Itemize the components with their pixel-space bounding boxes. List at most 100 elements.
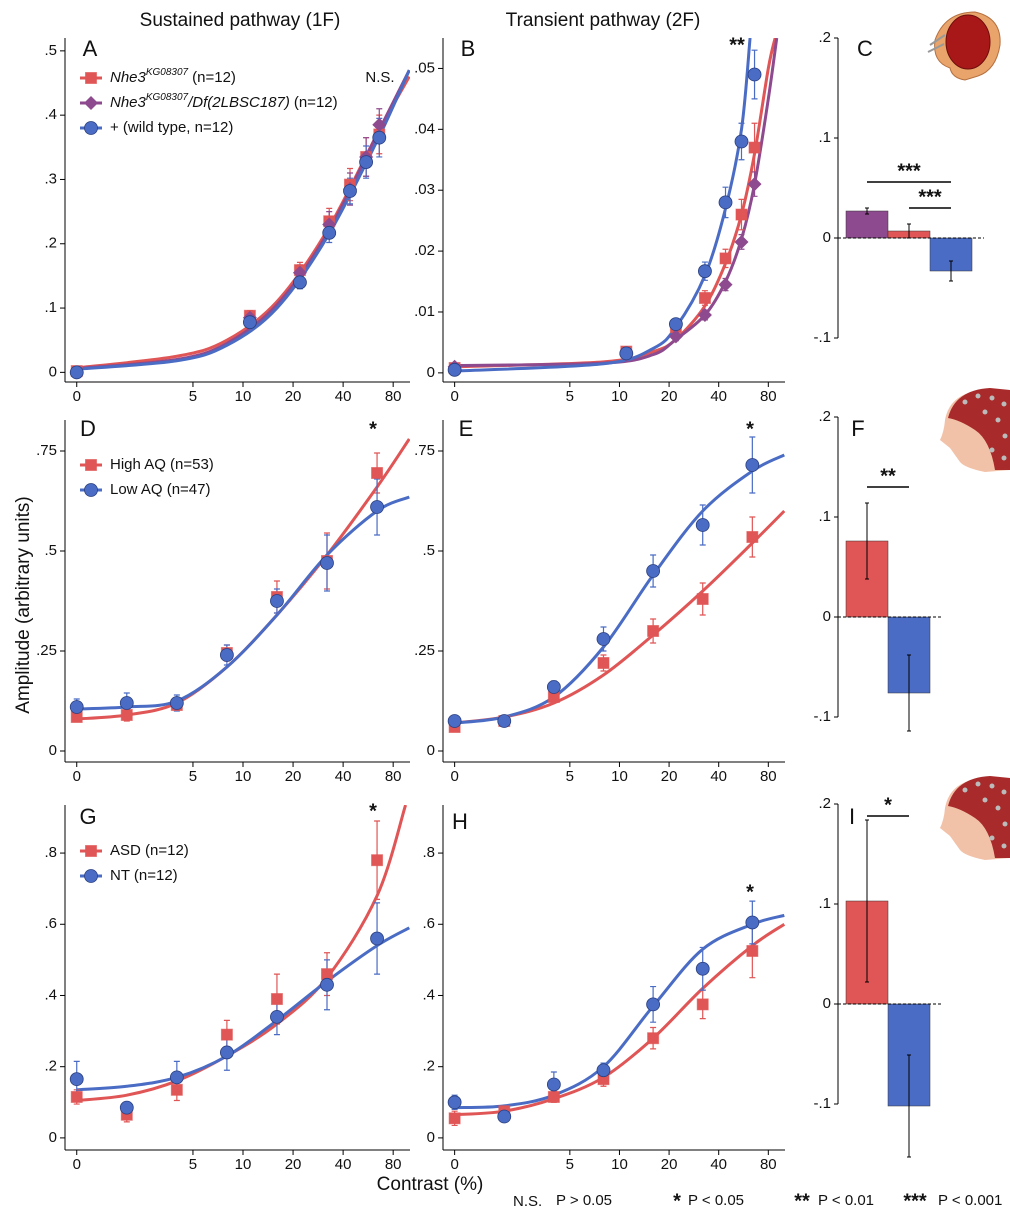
- data-point: [119, 1100, 134, 1115]
- legend-label: ASD (n=12): [110, 842, 189, 859]
- panel-letter: F: [851, 416, 864, 441]
- data-point: [695, 518, 710, 532]
- data-point: [371, 467, 384, 479]
- x-tick-label: 80: [385, 1156, 402, 1173]
- x-tick-label: 5: [189, 768, 197, 785]
- x-tick-label: 80: [385, 768, 402, 785]
- y-tick-label: 0: [823, 229, 831, 246]
- data-point: [219, 1045, 234, 1060]
- annotation: **: [729, 34, 745, 56]
- y-tick-label: 0: [427, 1129, 435, 1146]
- data-point: [169, 1070, 184, 1085]
- key-symbol: **: [794, 1190, 810, 1212]
- data-point: [219, 648, 234, 662]
- fit-curve: [454, 453, 785, 725]
- panel: 0 .2 .4 .6 .8 0 5 10 20 40 80 * H: [422, 805, 785, 1173]
- data-point: [220, 1028, 233, 1041]
- fit-curve: [76, 69, 410, 370]
- annotation: *: [369, 800, 377, 822]
- error-bar: [907, 1054, 911, 1158]
- data-point: [619, 346, 634, 361]
- data-point: [696, 593, 709, 605]
- x-tick-label: 0: [73, 388, 81, 405]
- y-tick-label: 0: [49, 363, 57, 380]
- x-tick-label: 5: [566, 768, 574, 785]
- human-head-icon: [940, 388, 1010, 472]
- y-tick-label: .75: [414, 442, 435, 459]
- data-point: [748, 141, 761, 154]
- y-tick-label: 0: [49, 1129, 57, 1146]
- y-tick-label: -.1: [813, 708, 831, 725]
- y-tick-label: .1: [818, 895, 831, 912]
- x-tick-label: 10: [611, 388, 628, 405]
- y-tick-label: .4: [422, 986, 435, 1003]
- data-point: [646, 564, 661, 578]
- legend-sup: KG08307: [146, 67, 189, 78]
- data-point: [746, 531, 759, 543]
- bar: [845, 210, 889, 239]
- data-point: [70, 1090, 83, 1103]
- y-tick-label: .2: [44, 235, 57, 252]
- x-tick-label: 80: [385, 388, 402, 405]
- y-tick-label: 0: [427, 364, 435, 381]
- legend-name: Nhe3: [110, 69, 147, 86]
- panel: -.1 0 .1 .2 * I: [813, 794, 942, 1158]
- data-point: [734, 234, 749, 249]
- y-tick-label: .1: [818, 129, 831, 146]
- x-tick-label: 5: [189, 1156, 197, 1173]
- data-point: [546, 1077, 561, 1092]
- data-point: [372, 117, 387, 132]
- column-title: Sustained pathway (1F): [140, 10, 341, 31]
- panel: 0 .2 .4 .6 .8 0 5 10 20 40 80 ASD (n=12) NT (n=12) * G: [44, 800, 410, 1173]
- data-point: [546, 680, 561, 694]
- legend-italic: /Df(2LBSC187): [187, 94, 290, 111]
- fit-curve: [76, 69, 410, 371]
- x-tick-label: 0: [450, 768, 458, 785]
- x-tick-label: 20: [661, 768, 678, 785]
- data-point: [322, 225, 337, 240]
- y-tick-label: -.1: [813, 329, 831, 346]
- y-tick-label: 0: [49, 742, 57, 759]
- y-tick-label: .2: [818, 795, 831, 812]
- x-tick-label: 0: [450, 388, 458, 405]
- data-point: [69, 1072, 84, 1087]
- x-tick-label: 0: [450, 1156, 458, 1173]
- data-point: [293, 275, 307, 290]
- legend-label: + (wild type, n=12): [110, 119, 233, 136]
- y-tick-label: .6: [422, 915, 435, 932]
- x-tick-label: 40: [710, 768, 727, 785]
- legend-label: High AQ (n=53): [110, 456, 214, 473]
- x-tick-label: 40: [335, 1156, 352, 1173]
- legend-label: Nhe3KG08307/Df(2LBSC187) (n=12): [110, 92, 338, 111]
- legend-marker: [85, 845, 97, 857]
- x-tick-label: 10: [235, 768, 252, 785]
- data-point: [119, 696, 134, 710]
- legend-label: Nhe3KG08307 (n=12): [110, 67, 236, 86]
- data-point: [320, 977, 334, 992]
- legend-sup: KG08307: [146, 92, 189, 103]
- x-tick-label: 10: [235, 1156, 252, 1173]
- panel-letter: A: [83, 36, 98, 61]
- key-text: P < 0.01: [818, 1192, 874, 1209]
- panel-letter: B: [461, 36, 476, 61]
- data-point: [669, 317, 683, 332]
- legend-suffix: (n=12): [192, 69, 236, 86]
- annotation: *: [746, 418, 754, 440]
- legend-label: NT (n=12): [110, 867, 178, 884]
- key-text: P < 0.001: [938, 1192, 1002, 1209]
- data-point: [718, 195, 733, 210]
- data-point: [596, 1063, 611, 1078]
- key-text: P > 0.05: [556, 1192, 612, 1209]
- y-tick-label: .1: [818, 508, 831, 525]
- y-tick-label: .5: [44, 542, 57, 559]
- legend-name: Nhe3: [110, 94, 147, 111]
- legend-name: + (wild type, n=12): [110, 119, 233, 136]
- data-point: [270, 594, 284, 608]
- x-tick-label: 0: [73, 768, 81, 785]
- error-bar: [949, 260, 953, 282]
- y-tick-label: 0: [427, 742, 435, 759]
- significance-label: ***: [897, 160, 921, 182]
- y-tick-label: .4: [44, 106, 57, 123]
- y-tick-label: .75: [36, 442, 57, 459]
